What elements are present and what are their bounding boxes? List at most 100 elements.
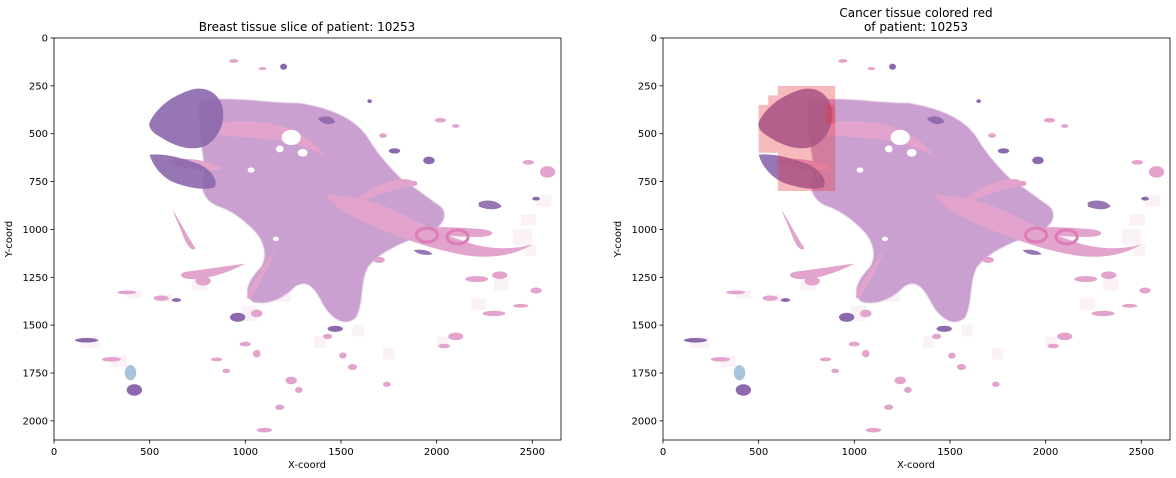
tissue-fragment — [482, 310, 506, 317]
tissue-lumen — [881, 236, 888, 242]
tissue-fragment — [522, 160, 535, 165]
cancer-overlay-cell — [758, 124, 836, 134]
tissue-fragment — [539, 166, 556, 178]
tissue-fragment — [285, 376, 297, 385]
tissue-tile — [436, 336, 449, 348]
tissue-fragment — [997, 148, 1010, 154]
panel-1-tissue-image — [75, 59, 556, 433]
panel-2-y-tick-label: 1750 — [632, 369, 657, 380]
tissue-fragment — [117, 290, 137, 295]
tissue-lumen — [275, 145, 284, 153]
tissue-fragment — [1148, 166, 1165, 178]
tissue-fragment — [1141, 196, 1149, 201]
tissue-lumen — [281, 129, 301, 146]
panel-2-y-tick-label: 1500 — [632, 321, 657, 332]
panel-2-y-tick-label: 1250 — [632, 273, 657, 284]
tissue-collagen-streak — [180, 263, 246, 280]
tissue-vessel-ring — [1054, 228, 1079, 246]
tissue-vessel-ring — [1023, 226, 1049, 244]
tissue-collagen-streak — [819, 121, 935, 157]
panel-1-x-tick-label: 0 — [51, 447, 57, 458]
cancer-overlay-cell — [806, 85, 836, 96]
tissue-fragment — [153, 295, 169, 301]
tissue-fragment — [322, 333, 333, 340]
panel-2-y-tick-label: 250 — [638, 81, 657, 92]
panel-2-y-ticks: 0 250 500 750 1000 1250 1500 1750 2000 — [632, 34, 663, 427]
tissue-collagen-streak — [172, 210, 196, 250]
tissue-main-body — [199, 98, 445, 322]
panel-1-y-tick-label: 0 — [42, 34, 48, 45]
tissue-fragment — [252, 349, 261, 358]
tissue-fragment — [1131, 160, 1144, 165]
tissue-tile — [126, 290, 142, 299]
tissue-tile — [1102, 279, 1119, 291]
panel-1-y-axis-label: Y-coord — [4, 221, 15, 259]
tissue-tile — [383, 347, 395, 360]
panel-2-y-axis-label: Y-coord — [613, 221, 624, 259]
tissue-lobule — [478, 200, 502, 210]
tissue-lobule — [1087, 200, 1111, 210]
tissue-lobule — [413, 249, 433, 255]
panel-1-y-tick-label: 1000 — [23, 225, 48, 236]
panel-2-x-tick-label: 1500 — [937, 447, 962, 458]
tissue-lobule — [758, 154, 825, 189]
tissue-fragment — [804, 276, 820, 286]
tissue-fragment — [229, 312, 246, 322]
tissue-fragment — [861, 349, 870, 358]
panel-1-x-tick-label: 1500 — [328, 447, 353, 458]
tissue-vessel-ring — [445, 228, 470, 246]
panel-1-x-axis-label: X-coord — [288, 460, 326, 471]
tissue-fragment — [838, 59, 848, 63]
cancer-overlay-cell — [768, 95, 826, 105]
tissue-collagen-streak — [781, 210, 805, 250]
tissue-lobule — [758, 88, 833, 149]
tissue-fragment — [860, 309, 872, 318]
tissue-main-body — [808, 98, 1054, 322]
tissue-fragment — [865, 427, 882, 433]
tissue-fragment — [251, 309, 263, 318]
tissue-fragment — [1101, 271, 1117, 280]
panel-2-x-ticks: 0 500 1000 1500 2000 2500 — [660, 440, 1154, 458]
tissue-vessel-ring — [414, 226, 440, 244]
tissue-fragment — [367, 99, 372, 104]
panel-2-y-tick-label: 500 — [638, 129, 657, 140]
tissue-collagen-streak — [247, 248, 276, 299]
tissue-fragment — [75, 337, 98, 343]
tissue-fragment — [327, 325, 343, 332]
tissue-tile — [735, 290, 751, 299]
panel-2-x-tick-label: 500 — [749, 447, 768, 458]
panel-1-x-ticks: 0 500 1000 1500 2000 2500 — [51, 440, 545, 458]
tissue-fragment — [101, 357, 121, 362]
tissue-fragment — [388, 148, 401, 154]
tissue-tile — [992, 347, 1004, 360]
panel-1-y-tick-label: 1750 — [23, 369, 48, 380]
tissue-fragment — [532, 196, 540, 201]
tissue-fragment — [258, 67, 267, 71]
tissue-tile — [520, 213, 537, 226]
tissue-fragment — [195, 276, 211, 286]
tissue-fragment — [992, 381, 1000, 387]
tissue-fragment — [988, 133, 996, 138]
panel-2-x-tick-label: 0 — [660, 447, 666, 458]
tissue-fragment — [1074, 275, 1098, 283]
tissue-fragment — [229, 59, 239, 63]
tissue-fragment — [1122, 303, 1138, 308]
tissue-fragment — [867, 67, 876, 71]
tissue-fragment — [210, 357, 223, 362]
cancer-overlay-cell — [777, 171, 836, 182]
tissue-tile — [471, 298, 487, 310]
tissue-lobule — [1022, 249, 1042, 255]
cancer-overlay-cell — [825, 95, 836, 105]
tissue-lobule — [926, 116, 945, 125]
tissue-lumen — [856, 167, 864, 173]
panel-2-axes-frame — [662, 37, 1171, 441]
tissue-fragment — [838, 312, 855, 322]
tissue-fragment — [819, 357, 832, 362]
tissue-fragment — [434, 117, 447, 123]
tissue-fragment — [222, 368, 230, 374]
tissue-fragment — [171, 298, 182, 302]
tissue-fragment — [373, 256, 385, 263]
tissue-lumen — [890, 129, 910, 146]
tissue-tile — [961, 324, 973, 337]
